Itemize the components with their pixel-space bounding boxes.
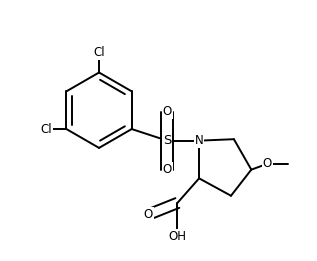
Text: O: O	[144, 208, 153, 221]
Text: O: O	[163, 163, 172, 176]
Text: OH: OH	[168, 230, 186, 243]
Text: Cl: Cl	[93, 46, 105, 59]
Text: O: O	[163, 105, 172, 118]
Text: S: S	[163, 134, 171, 147]
Text: N: N	[195, 134, 204, 147]
Text: Cl: Cl	[40, 123, 52, 135]
Text: O: O	[262, 157, 272, 170]
